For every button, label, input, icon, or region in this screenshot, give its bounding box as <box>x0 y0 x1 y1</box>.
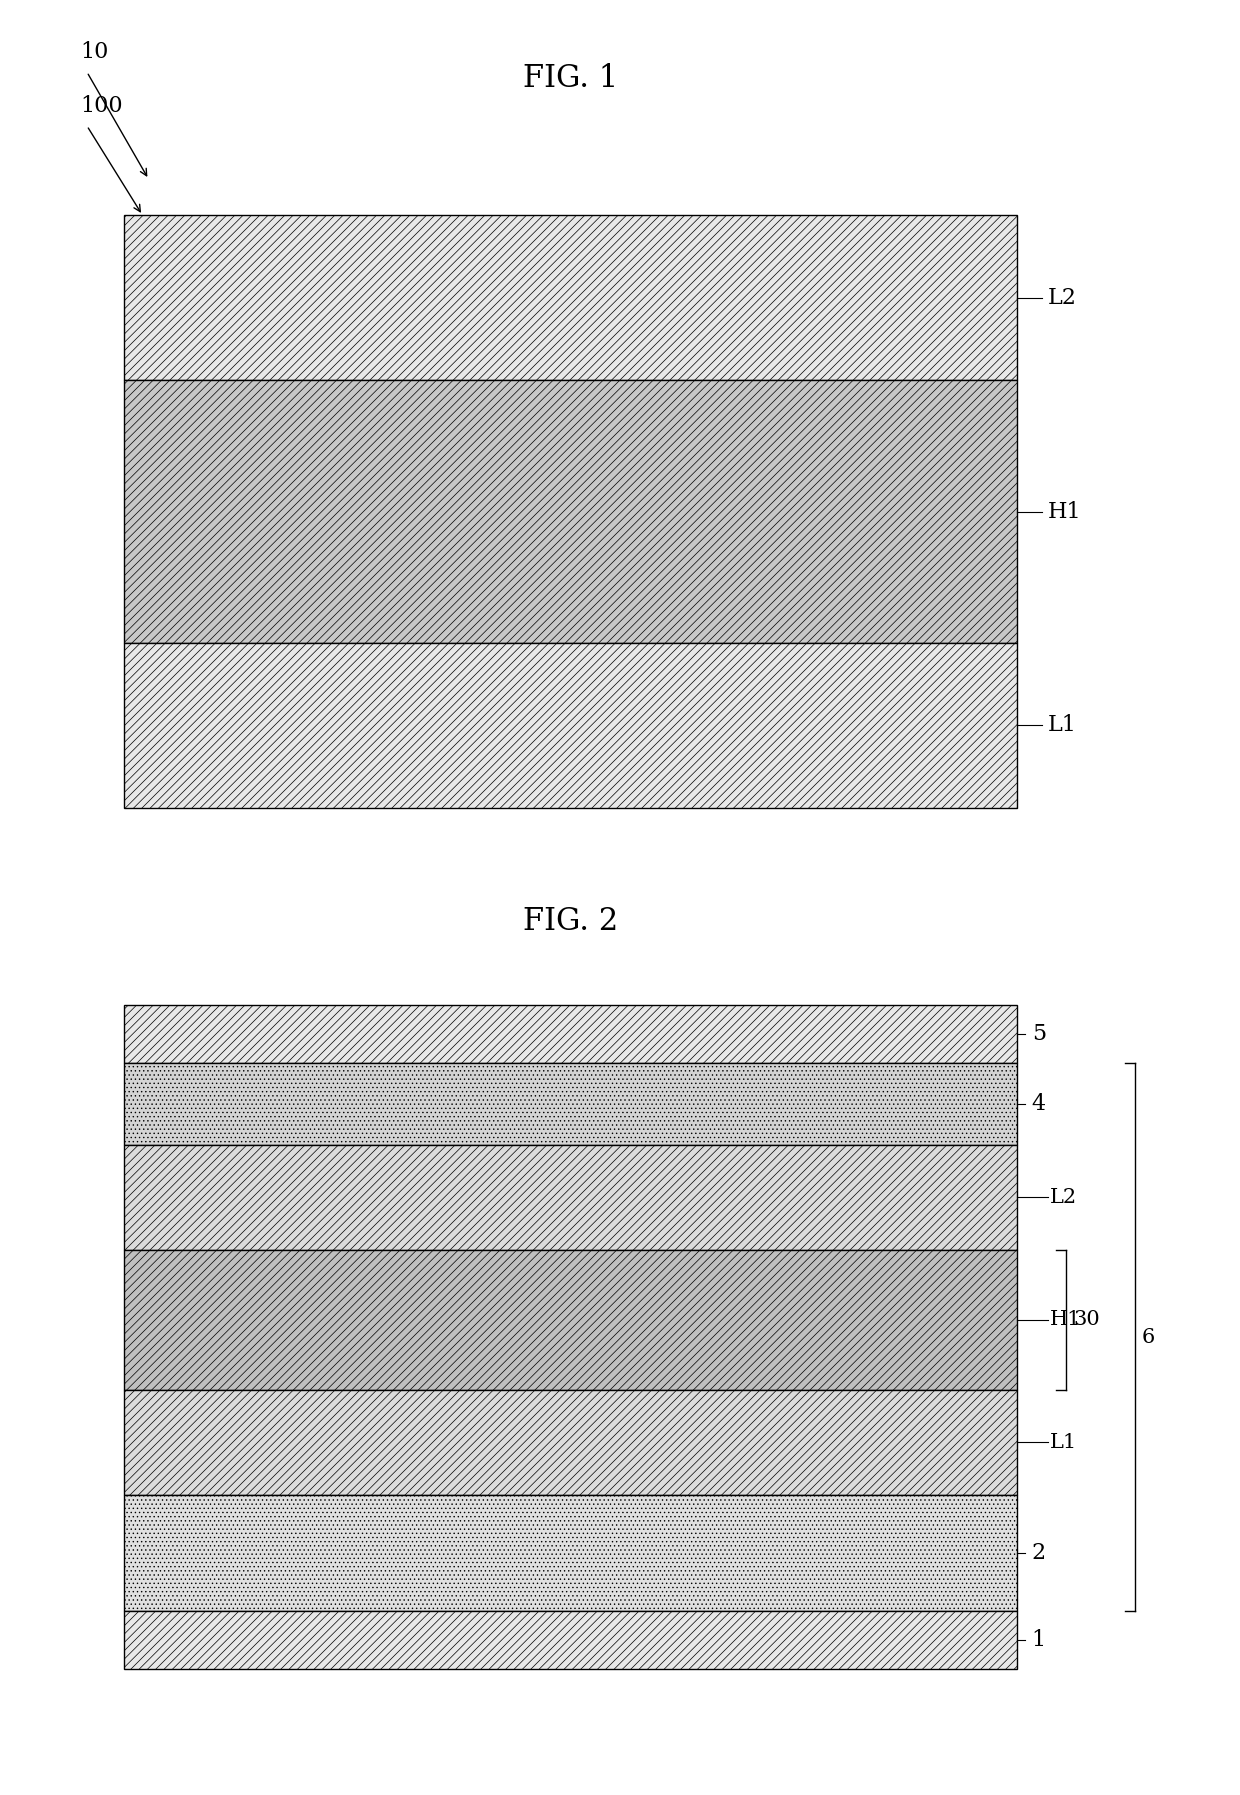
Bar <box>124 1612 1017 1669</box>
Bar <box>124 381 1017 643</box>
Text: 5: 5 <box>1032 1023 1045 1045</box>
Text: H1: H1 <box>1050 1310 1081 1330</box>
Text: L2: L2 <box>1048 287 1076 309</box>
Bar <box>124 1389 1017 1495</box>
Bar <box>124 1145 1017 1249</box>
Text: 2: 2 <box>1032 1542 1045 1563</box>
Text: FIG. 2: FIG. 2 <box>523 906 618 937</box>
Text: 30: 30 <box>1074 1310 1101 1330</box>
Text: 4: 4 <box>1032 1093 1045 1115</box>
Bar <box>124 1005 1017 1063</box>
Bar <box>124 215 1017 381</box>
Text: L1: L1 <box>1048 714 1076 736</box>
Text: 10: 10 <box>81 41 109 63</box>
Text: 6: 6 <box>1142 1328 1156 1346</box>
Text: 1: 1 <box>1032 1630 1045 1651</box>
Bar <box>124 1495 1017 1612</box>
Text: FIG. 1: FIG. 1 <box>523 63 618 93</box>
Text: 100: 100 <box>81 95 123 117</box>
Text: L2: L2 <box>1050 1188 1078 1206</box>
Text: H1: H1 <box>1048 501 1081 522</box>
Text: L1: L1 <box>1050 1432 1078 1452</box>
Bar <box>124 1063 1017 1145</box>
Bar <box>124 643 1017 808</box>
Bar <box>124 1249 1017 1389</box>
